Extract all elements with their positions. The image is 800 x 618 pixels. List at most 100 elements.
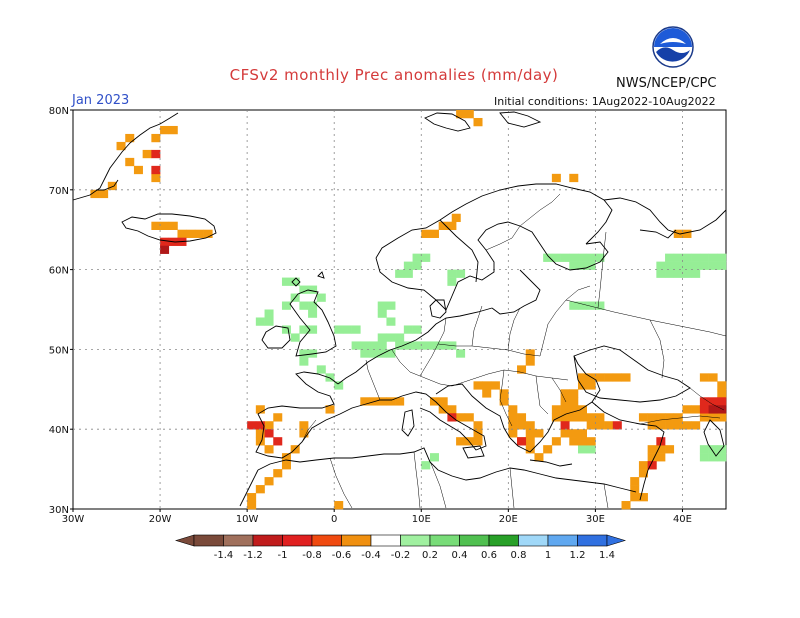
colorbar-swatch [311, 534, 342, 547]
anomaly-cell-green [351, 341, 361, 350]
anomaly-cell-orange [569, 389, 579, 398]
anomaly-cell-orange [551, 405, 561, 414]
colorbar-label: -1 [278, 550, 288, 561]
anomaly-cell-orange [517, 421, 527, 430]
norway-coast [375, 183, 613, 259]
colorbar-label: -0.2 [391, 550, 411, 561]
anomaly-cell-orange [656, 453, 666, 462]
anomaly-cell-orange [569, 405, 579, 414]
anomaly-cell-orange [569, 173, 579, 183]
anomaly-cell-green [456, 269, 466, 278]
anomaly-cell-green [708, 253, 718, 262]
anomaly-cell-green [438, 341, 448, 350]
anomaly-cell-green [386, 333, 396, 342]
colorbar-swatch [577, 534, 608, 547]
anomaly-cell-green [308, 285, 318, 294]
iceland-coast [121, 213, 217, 243]
anomaly-cell-green [308, 325, 318, 334]
anomaly-cell-green [299, 301, 309, 310]
colorbar-label: 1 [545, 550, 551, 561]
anomaly-cell-green [299, 349, 309, 358]
anomaly-cell-green [577, 261, 587, 270]
sardinia [401, 409, 415, 437]
anomaly-cell-green [421, 341, 431, 350]
anomaly-cell-orange [682, 229, 692, 238]
anomaly-cell-orange [656, 421, 666, 430]
anomaly-cell-orange [595, 413, 605, 422]
anomaly-cell-green [656, 269, 666, 278]
anomaly-cell-orange [525, 421, 535, 430]
caspian [703, 419, 725, 457]
chart-title: CFSv2 monthly Prec anomalies (mm/day) [229, 66, 559, 84]
sweden-coast [375, 221, 521, 311]
anomaly-cell-green [673, 261, 683, 270]
svalbard [424, 112, 471, 132]
anomaly-cell-green [595, 301, 605, 310]
anomaly-cell-green [264, 317, 274, 326]
anomaly-cell-green [569, 261, 579, 270]
anomaly-cell-orange [508, 421, 518, 430]
anomaly-cell-green [360, 341, 370, 350]
anomaly-cell-green [717, 453, 727, 462]
longitude-labels: 30W 20W 10W 0 10E 20E 30E 40E [62, 509, 692, 525]
anomaly-cell-green [665, 253, 675, 262]
anomaly-cell-red [708, 397, 718, 406]
anomaly-cell-green [569, 301, 579, 310]
anomaly-cell-green [395, 341, 405, 350]
anomaly-cell-red [273, 437, 283, 446]
anomaly-cell-green [456, 349, 466, 358]
anomaly-cell-orange [168, 221, 178, 230]
anomaly-cell-orange [473, 381, 483, 390]
anomaly-cell-orange [247, 501, 257, 510]
anomaly-cell-orange [438, 397, 448, 406]
anomaly-cell-orange [116, 141, 126, 151]
anomaly-cell-green [403, 261, 413, 270]
anomaly-cell-orange [577, 405, 587, 414]
anomaly-cell-orange [577, 429, 587, 438]
lat-label: 70N [49, 186, 69, 197]
anomaly-cell-orange [717, 389, 727, 398]
ireland [261, 325, 291, 349]
anomaly-cell-orange [551, 413, 561, 422]
anomaly-cell-orange [395, 397, 405, 406]
graticule [73, 110, 726, 509]
anomaly-cell-orange [682, 405, 692, 414]
anomaly-cell-green [673, 253, 683, 262]
anomaly-cell-orange [377, 397, 387, 406]
iberia-coast [255, 371, 392, 459]
anomaly-cell-orange [325, 405, 335, 414]
anomaly-cell-green [447, 277, 457, 286]
anomaly-cell-orange [638, 493, 648, 502]
anomaly-cell-orange [299, 429, 309, 438]
anomaly-cell-orange [490, 381, 500, 390]
anomaly-cell-green [369, 349, 379, 358]
anomaly-cell-orange [673, 413, 683, 422]
anomaly-cell-orange [133, 165, 143, 175]
anomaly-cell-darkred [708, 405, 718, 414]
colorbar-swatch [193, 534, 224, 547]
anomaly-cell-green [334, 381, 344, 390]
anomaly-cell-green [386, 301, 396, 310]
anomaly-cell-green [281, 325, 291, 334]
anomaly-cell-orange [186, 229, 196, 238]
anomaly-cell-green [447, 269, 457, 278]
colorbar-label: -1.4 [214, 550, 234, 561]
anomaly-cell-red [612, 421, 622, 430]
lon-label: 40E [673, 514, 692, 525]
anomaly-cell-green [377, 333, 387, 342]
anomaly-cell-orange [577, 381, 587, 390]
colorbar-swatch [547, 534, 578, 547]
anomaly-cell-orange [525, 445, 535, 454]
anomaly-cell-green [717, 261, 727, 270]
anomaly-cell-green [264, 309, 274, 318]
anomaly-cell-green [586, 253, 596, 262]
lon-label: 30E [586, 514, 605, 525]
anomaly-cell-green [586, 445, 596, 454]
anomaly-cell-orange [577, 413, 587, 422]
anomaly-cell-green [682, 253, 692, 262]
anomaly-cell-orange [421, 229, 431, 238]
anomaly-cell-orange [194, 229, 204, 238]
anomaly-cell-orange [543, 445, 553, 454]
anomaly-cell-orange [699, 373, 709, 382]
